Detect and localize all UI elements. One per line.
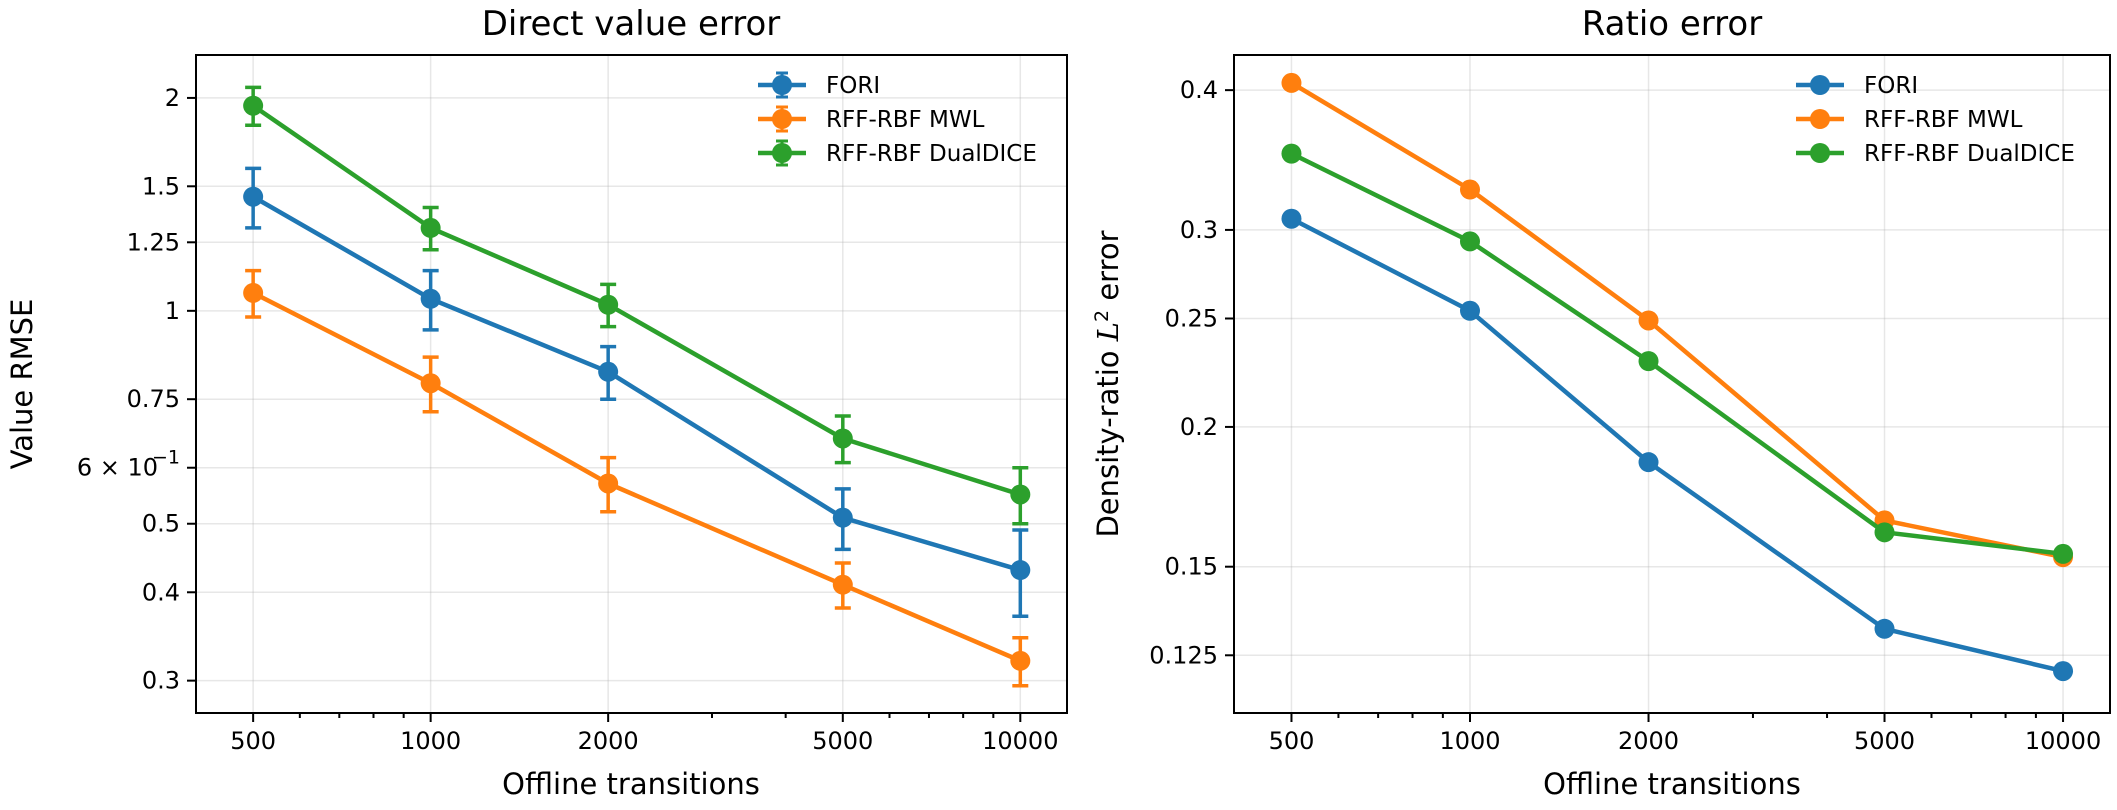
data-point — [1638, 351, 1659, 372]
axis-ticks: 500 1000 2000 5000 10000 0.3 0.4 0.5 6 × 10−1 0.7… — [77, 84, 1059, 755]
legend-marker — [1810, 109, 1830, 129]
legend-label: RFF-RBF DualDICE — [826, 141, 1037, 167]
data-point — [1010, 484, 1031, 505]
data-point — [1010, 560, 1031, 581]
y-tick-label: 6 × 10 — [77, 454, 158, 482]
y-axis-label: Density-ratio L2 error — [1091, 230, 1125, 537]
data-point — [243, 95, 264, 116]
chart-title: Direct value error — [482, 4, 781, 44]
legend-item: RFF-RBF DualDICE — [1796, 141, 2075, 167]
x-tick-label: 2000 — [578, 727, 639, 755]
data-point — [1281, 72, 1302, 93]
data-point — [1281, 208, 1302, 229]
data-point — [2053, 543, 2074, 564]
y-tick-label: 0.15 — [1165, 553, 1218, 581]
data-point — [598, 361, 619, 382]
y-tick-label: 0.4 — [1180, 76, 1218, 104]
x-tick-label: 2000 — [1618, 727, 1679, 755]
grid — [196, 55, 1067, 713]
x-tick-label: 5000 — [812, 727, 873, 755]
data-point — [832, 428, 853, 449]
x-tick-label: 10000 — [2025, 727, 2101, 755]
x-axis-label: Offline transitions — [502, 767, 760, 801]
plot-frame — [195, 54, 1068, 714]
data-point — [1638, 310, 1659, 331]
legend-label: FORI — [826, 73, 880, 99]
series-line — [1290, 216, 2064, 674]
legend-marker — [772, 143, 792, 163]
series — [1281, 208, 2074, 682]
series-line — [251, 194, 1021, 573]
data-point — [420, 373, 441, 394]
y-tick-label: 0.125 — [1149, 641, 1218, 669]
y-tick-label: 0.3 — [1180, 216, 1218, 244]
data-point — [1638, 452, 1659, 473]
legend-label: RFF-RBF MWL — [1864, 107, 2023, 133]
legend-item: FORI — [758, 71, 880, 99]
chart-ratio-error: 500 1000 2000 5000 10000 0.125 0.15 0.2 0.25 0.3 0… — [1091, 4, 2111, 801]
series — [243, 166, 1031, 618]
data-point — [1874, 618, 1895, 639]
series — [243, 268, 1031, 688]
x-tick-label: 10000 — [982, 727, 1058, 755]
data-point — [2053, 661, 2074, 682]
data-point — [598, 473, 619, 494]
legend-marker — [1810, 75, 1830, 95]
chart-title: Ratio error — [1582, 4, 1762, 44]
data-point — [832, 574, 853, 595]
series — [243, 85, 1031, 526]
x-tick-label: 1000 — [1439, 727, 1500, 755]
series-layer — [243, 85, 1031, 688]
legend: FORI RFF-RBF MWL RFF-RBF DualDICE — [758, 71, 1037, 167]
data-point — [1459, 179, 1480, 200]
x-tick-label: 500 — [1269, 727, 1315, 755]
legend-label: RFF-RBF MWL — [826, 107, 985, 133]
y-tick-label: 0.2 — [1180, 413, 1218, 441]
y-tick-label: 1.25 — [127, 228, 180, 256]
y-tick-label: 0.75 — [127, 385, 180, 413]
y-tick-exponent: −1 — [152, 447, 180, 469]
legend-item: RFF-RBF MWL — [1796, 107, 2023, 133]
y-tick-label: 0.25 — [1165, 305, 1218, 333]
plot-frame — [1233, 54, 2111, 714]
x-tick-label: 500 — [230, 727, 276, 755]
legend-marker — [1810, 143, 1830, 163]
data-point — [243, 186, 264, 207]
legend-label: FORI — [1864, 73, 1918, 99]
data-point — [420, 217, 441, 238]
series-line — [1290, 151, 2064, 557]
data-point — [1874, 522, 1895, 543]
series-layer — [1281, 72, 2074, 682]
data-point — [420, 288, 441, 309]
data-point — [1459, 300, 1480, 321]
x-tick-label: 5000 — [1854, 727, 1915, 755]
y-tick-label: 1.5 — [142, 172, 180, 200]
legend-marker — [772, 75, 792, 95]
y-tick-label: 2 — [165, 84, 180, 112]
legend-item: RFF-RBF DualDICE — [758, 139, 1037, 167]
data-point — [598, 294, 619, 315]
legend-marker — [772, 109, 792, 129]
y-tick-label: 0.3 — [142, 667, 180, 695]
y-tick-label: 0.5 — [142, 510, 180, 538]
data-point — [1459, 231, 1480, 252]
y-tick-label: 0.4 — [142, 578, 180, 606]
legend-item: RFF-RBF MWL — [758, 105, 985, 133]
data-point — [832, 507, 853, 528]
legend-label: RFF-RBF DualDICE — [1864, 141, 2075, 167]
data-point — [1281, 143, 1302, 164]
chart-value-error: 500 1000 2000 5000 10000 0.3 0.4 0.5 6 × 10−1 0.7… — [5, 4, 1068, 801]
x-axis-label: Offline transitions — [1543, 767, 1801, 801]
legend: FORI RFF-RBF MWL RFF-RBF DualDICE — [1796, 73, 2075, 167]
data-point — [243, 282, 264, 303]
y-axis-label: Value RMSE — [5, 299, 39, 470]
grid — [1234, 55, 2110, 713]
series — [1281, 143, 2074, 564]
series-line — [252, 290, 1022, 663]
data-point — [1010, 650, 1031, 671]
legend-item: FORI — [1796, 73, 1918, 99]
x-tick-label: 1000 — [400, 727, 461, 755]
y-tick-label: 1 — [165, 297, 180, 325]
